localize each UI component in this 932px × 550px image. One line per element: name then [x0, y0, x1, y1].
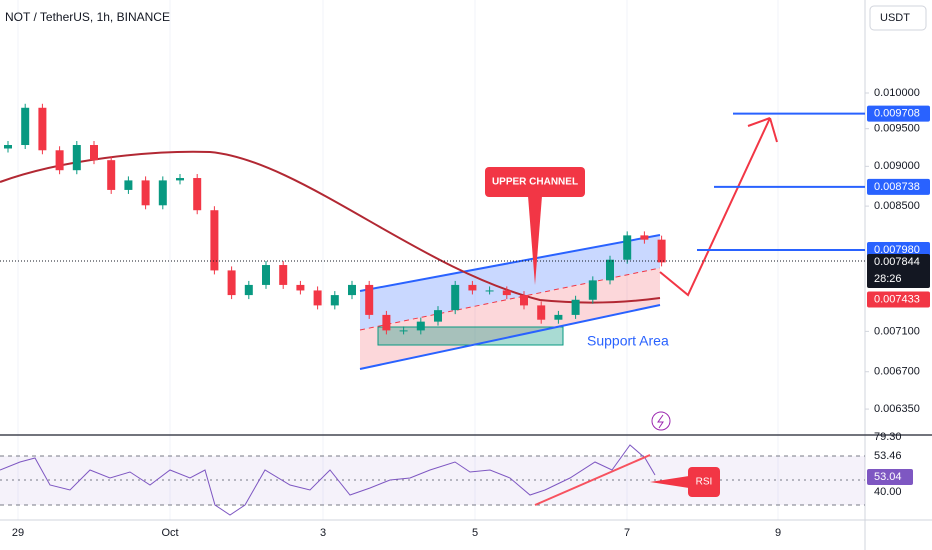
candle-body	[434, 310, 442, 322]
candle-body	[657, 239, 666, 263]
price-tick-label: 0.010000	[874, 87, 920, 99]
candle-body	[279, 265, 288, 285]
candle-body	[193, 178, 202, 211]
candles	[4, 103, 666, 335]
rsi-callout-text: RSI	[696, 477, 713, 488]
candle-body	[107, 160, 116, 190]
candle-body	[382, 314, 391, 331]
support-label: Support Area	[587, 333, 669, 349]
price-tick-label: 0.006700	[874, 366, 920, 378]
alert-icon-bolt	[657, 414, 664, 429]
last-price-box	[867, 254, 930, 289]
candle-body	[38, 107, 47, 151]
alert-icon[interactable]	[651, 411, 671, 431]
candle-body	[21, 107, 30, 146]
channel-upper-fill	[360, 235, 660, 330]
level-label-box	[867, 178, 930, 195]
countdown: 28:26	[874, 273, 902, 285]
level-label: 0.009708	[874, 108, 920, 120]
rsi-callout-box	[688, 467, 720, 497]
price-tick-label: 0.009500	[874, 123, 920, 135]
last-price: 0.007844	[874, 256, 920, 268]
currency-label: USDT	[880, 12, 910, 24]
levels	[697, 112, 865, 252]
candle-body	[520, 295, 528, 306]
candle-body	[124, 180, 133, 190]
callout-pointer	[528, 196, 542, 285]
ma-label: 0.007433	[874, 293, 920, 305]
candle-body	[451, 284, 460, 311]
time-label: 9	[775, 527, 781, 539]
candle-body	[330, 295, 339, 306]
candle-body	[588, 280, 597, 300]
channel-lower	[359, 304, 661, 370]
rsi-current-box	[867, 469, 913, 485]
ma-label-box	[867, 291, 930, 308]
candle-body	[623, 235, 632, 260]
candle-body	[90, 145, 98, 161]
rsi-tick-label: 79.30	[874, 431, 902, 443]
candle-body	[554, 314, 563, 320]
projection-arrow	[659, 117, 778, 297]
candle-body	[399, 330, 408, 332]
rsi-current: 53.04	[874, 471, 902, 483]
price-tick-label: 0.007100	[874, 325, 920, 337]
axes: 0.010000 0.009500 0.009000 0.008500 0.007100…	[12, 87, 930, 539]
support-area	[377, 326, 564, 346]
rsi-line	[0, 444, 656, 516]
grid	[17, 0, 779, 520]
time-label: 29	[12, 527, 24, 539]
candle-body	[485, 290, 494, 292]
price-tick-label: 0.009000	[874, 160, 920, 172]
level-label-box	[867, 105, 930, 122]
symbol-title: NOT / TetherUS, 1h, BINANCE	[5, 10, 170, 24]
candle-body	[416, 321, 425, 331]
candle-body	[210, 210, 219, 271]
candle-body	[640, 235, 649, 240]
candle-body	[55, 150, 64, 171]
candle-body	[296, 284, 305, 291]
callout-box	[485, 167, 585, 197]
candle-body	[537, 305, 546, 320]
time-label: 7	[624, 527, 630, 539]
candle-body	[502, 290, 511, 296]
candle-body	[365, 284, 374, 315]
callout-text: UPPER CHANNEL	[492, 177, 578, 188]
level-label: 0.008738	[874, 181, 920, 193]
time-label: Oct	[161, 527, 178, 539]
currency-button[interactable]	[869, 5, 927, 31]
candle-body	[244, 284, 253, 296]
candle-body	[468, 284, 477, 291]
candle-body	[158, 180, 167, 206]
rsi-trendline	[534, 454, 651, 506]
rsi-callout-pointer	[650, 476, 689, 488]
price-tick-label: 0.008500	[874, 200, 920, 212]
time-label: 3	[320, 527, 326, 539]
candle-body	[348, 284, 356, 296]
level-label: 0.007980	[874, 244, 920, 256]
channel-upper	[359, 234, 661, 292]
rsi-tick-label: 53.46	[874, 450, 902, 462]
candle-body	[227, 270, 236, 296]
time-label: 5	[472, 527, 478, 539]
candle-body	[176, 178, 184, 181]
price-tick-label: 0.006350	[874, 403, 920, 415]
candle-body	[4, 145, 12, 149]
rsi-tick-label: 40.00	[874, 486, 902, 498]
candle-body	[313, 290, 322, 306]
candle-body	[141, 180, 150, 206]
candle-body	[571, 299, 580, 315]
candle-body	[262, 265, 270, 285]
candle-body	[72, 145, 81, 171]
moving-average	[0, 150, 661, 304]
candle-body	[606, 259, 614, 281]
channel-lower-fill	[360, 268, 660, 369]
